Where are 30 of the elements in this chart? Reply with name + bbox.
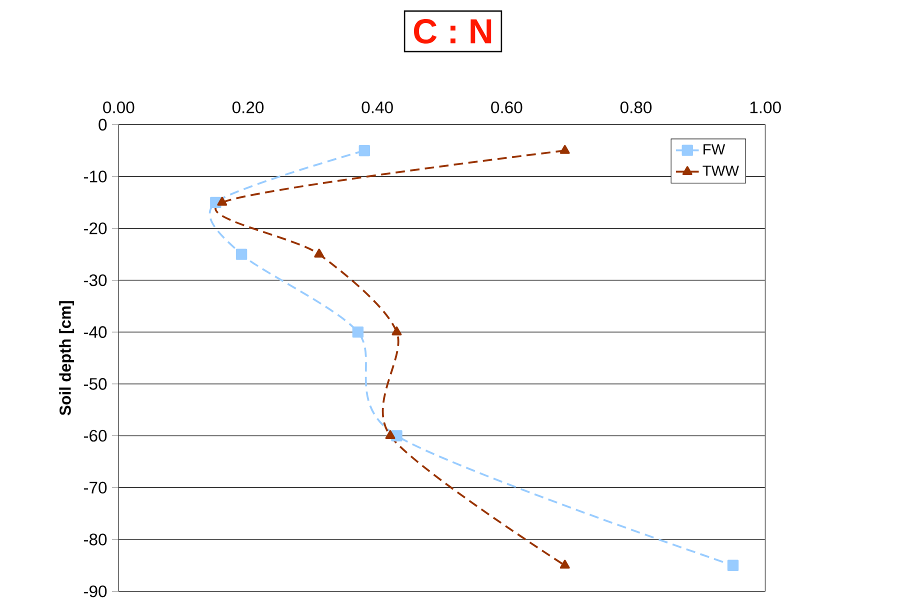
point: [385, 430, 396, 440]
y-axis-title: Soil depth [cm]: [59, 301, 74, 416]
point: [358, 144, 370, 156]
x-tick-label: 0.60: [491, 101, 522, 114]
x-tick-label: 1.00: [750, 101, 781, 114]
y-tick-label: -10: [84, 170, 107, 182]
point: [314, 248, 324, 258]
point: [727, 560, 739, 572]
x-tick-label: 0.40: [362, 101, 393, 114]
point: [236, 248, 248, 260]
x-tick-label: 0.00: [103, 101, 134, 114]
point: [352, 326, 364, 338]
point: [217, 196, 228, 206]
y-tick-label: -70: [84, 482, 107, 494]
y-tick-label: -80: [84, 534, 107, 546]
y-tick-label: -20: [84, 222, 107, 234]
point: [392, 326, 402, 336]
point: [560, 144, 570, 154]
y-tick-label: -40: [84, 326, 107, 338]
y-tick-label: 0: [98, 118, 107, 131]
x-tick-label: 0.80: [620, 101, 652, 114]
legend-label: TWW: [702, 166, 739, 176]
y-tick-label: -30: [84, 274, 107, 286]
y-tick-label: -90: [84, 585, 107, 598]
y-tick-label: -50: [84, 378, 107, 390]
legend-label: FW: [704, 144, 726, 154]
x-tick-label: 0.20: [232, 101, 264, 114]
point: [560, 560, 570, 569]
chart-title: C : N: [414, 19, 492, 44]
y-tick-label: -60: [84, 430, 107, 442]
